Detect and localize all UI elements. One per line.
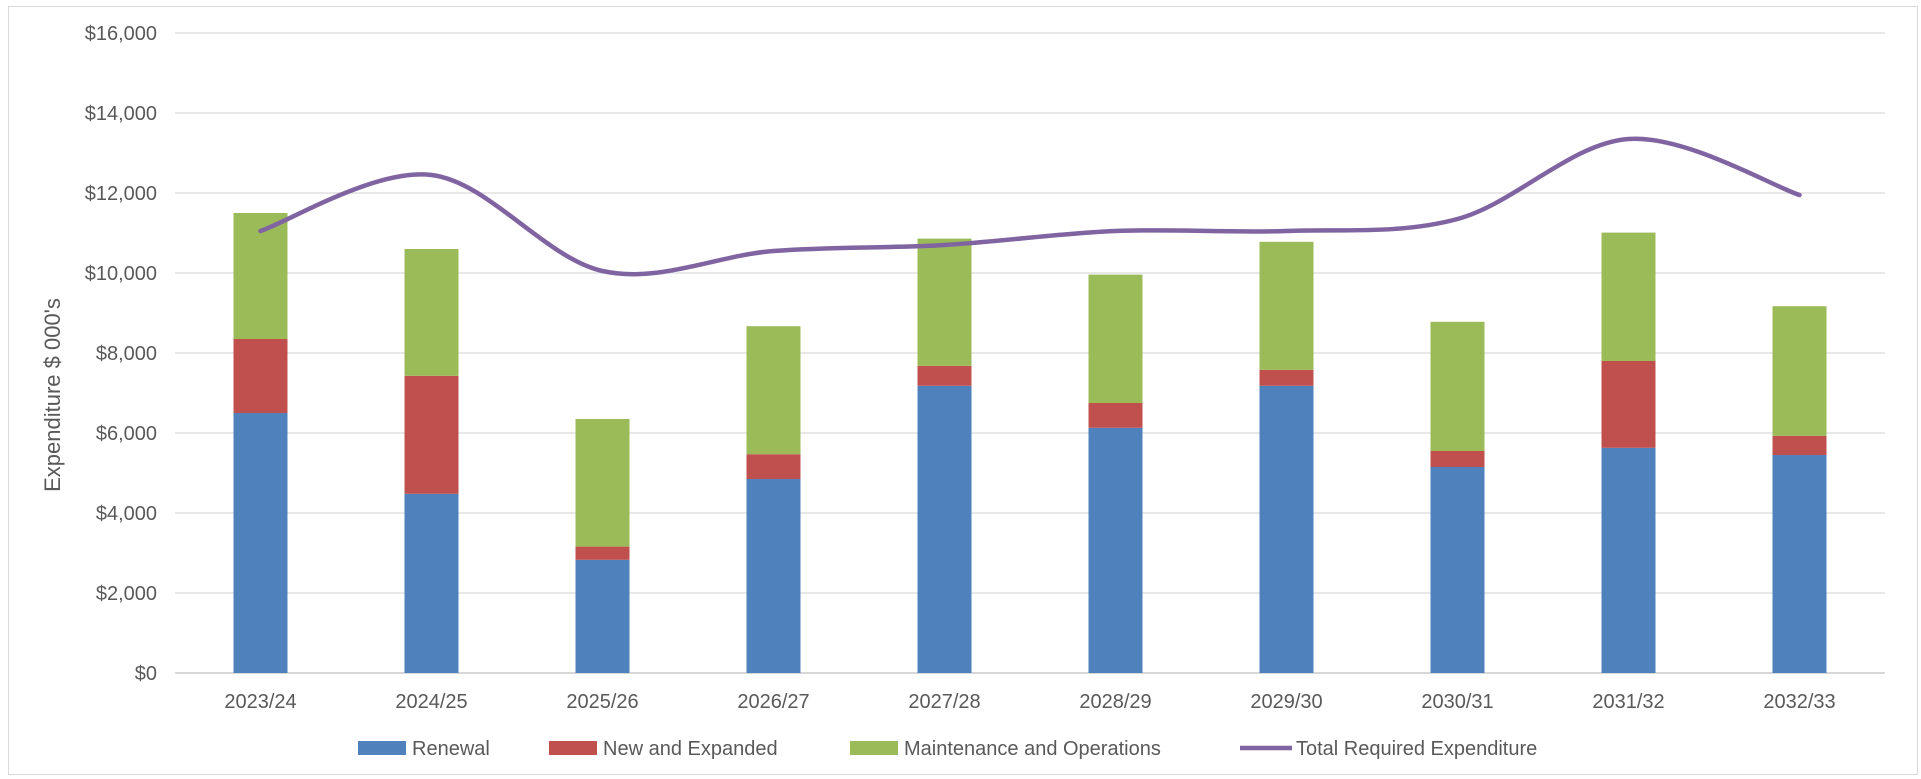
x-tick-label: 2024/25 — [395, 691, 467, 713]
bar-renewal — [233, 413, 288, 673]
gridlines — [175, 32, 1885, 674]
y-tick-label: $12,000 — [85, 183, 157, 205]
bar-maintenance-and-operations — [1772, 306, 1827, 436]
bar-maintenance-and-operations — [1088, 274, 1143, 403]
x-tick-label: 2030/31 — [1421, 691, 1493, 713]
bar-new-and-expanded — [746, 454, 801, 479]
x-axis-ticks: 2023/24 2024/25 2025/26 2026/27 2027/28 2028/… — [224, 691, 1835, 713]
bar-maintenance-and-operations — [1601, 232, 1656, 361]
x-tick-label: 2032/33 — [1763, 691, 1835, 713]
legend-swatch-new-and-expanded — [549, 741, 597, 755]
bar-maintenance-and-operations — [917, 238, 972, 366]
y-tick-label: $10,000 — [85, 263, 157, 285]
legend: Renewal New and Expanded Maintenance and O… — [358, 738, 1537, 760]
x-tick-label: 2031/32 — [1592, 691, 1664, 713]
total-line — [258, 136, 1802, 277]
bar-new-and-expanded — [1088, 403, 1143, 428]
x-tick-label: 2028/29 — [1079, 691, 1151, 713]
legend-label-maintenance-and-operations: Maintenance and Operations — [904, 738, 1161, 760]
bar-new-and-expanded — [1772, 435, 1827, 455]
bar-renewal — [917, 385, 972, 673]
y-tick-label: $8,000 — [96, 343, 157, 365]
bar-renewal — [1430, 467, 1485, 673]
bar-renewal — [1772, 455, 1827, 673]
bar-renewal — [1601, 447, 1656, 673]
legend-label-total-required-expenditure: Total Required Expenditure — [1296, 738, 1537, 760]
y-tick-label: $2,000 — [96, 583, 157, 605]
x-tick-label: 2026/27 — [737, 691, 809, 713]
bar-maintenance-and-operations — [575, 419, 630, 547]
total-required-expenditure-line — [258, 136, 1802, 277]
legend-label-new-and-expanded: New and Expanded — [603, 738, 778, 760]
bar-new-and-expanded — [1259, 369, 1314, 386]
bar-new-and-expanded — [1430, 451, 1485, 467]
bar-new-and-expanded — [404, 375, 459, 494]
y-tick-label: $16,000 — [85, 23, 157, 45]
y-tick-label: $0 — [135, 663, 157, 685]
bar-renewal — [1259, 385, 1314, 673]
bar-new-and-expanded — [917, 365, 972, 386]
x-tick-label: 2027/28 — [908, 691, 980, 713]
bar-maintenance-and-operations — [1259, 241, 1314, 370]
legend-swatch-maintenance-and-operations — [850, 741, 898, 755]
bar-renewal — [404, 493, 459, 673]
y-axis-title: Expenditure $ 000's — [40, 298, 65, 492]
bar-new-and-expanded — [575, 546, 630, 560]
bar-maintenance-and-operations — [404, 249, 459, 376]
x-tick-label: 2023/24 — [224, 691, 296, 713]
y-axis-ticks: $0 $2,000 $4,000 $6,000 $8,000 $10,000 $12,000… — [85, 23, 157, 685]
x-tick-label: 2025/26 — [566, 691, 638, 713]
bar-new-and-expanded — [233, 339, 288, 413]
y-tick-label: $4,000 — [96, 503, 157, 525]
bar-maintenance-and-operations — [746, 326, 801, 455]
y-tick-label: $6,000 — [96, 423, 157, 445]
bar-renewal — [1088, 427, 1143, 673]
bar-renewal — [575, 559, 630, 673]
legend-swatch-renewal — [358, 741, 406, 755]
y-tick-label: $14,000 — [85, 103, 157, 125]
x-tick-label: 2029/30 — [1250, 691, 1322, 713]
bar-maintenance-and-operations — [233, 213, 288, 339]
bar-renewal — [746, 479, 801, 673]
bar-new-and-expanded — [1601, 361, 1656, 448]
legend-label-renewal: Renewal — [412, 738, 490, 760]
bar-maintenance-and-operations — [1430, 321, 1485, 451]
bars — [233, 213, 1827, 673]
